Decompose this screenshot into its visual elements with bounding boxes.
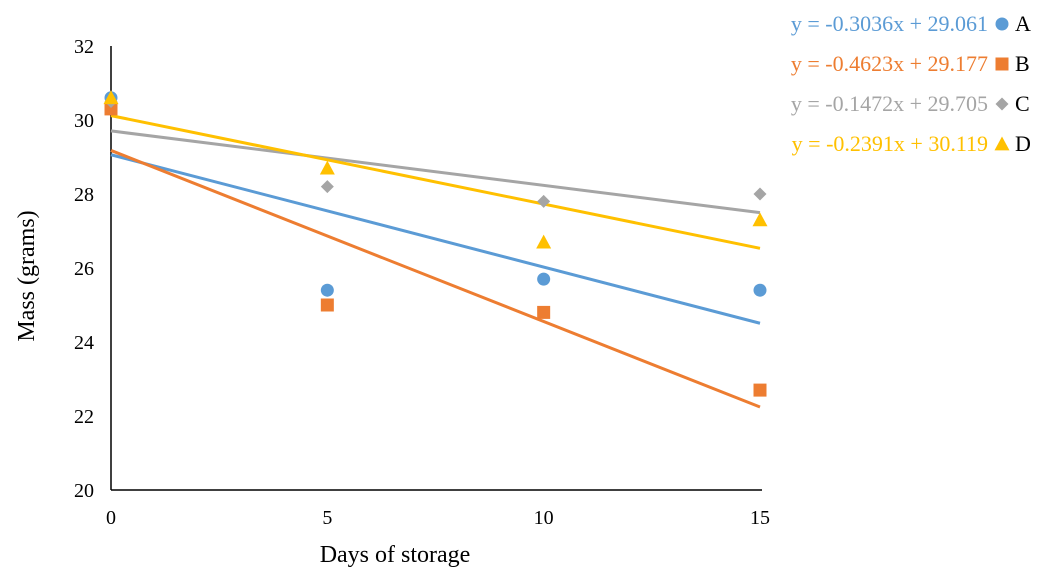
data-point-c bbox=[537, 194, 551, 208]
data-point-d bbox=[319, 160, 335, 175]
data-point-b bbox=[537, 305, 551, 319]
legend: y = -0.3036x + 29.061 Ay = -0.4623x + 29.… bbox=[791, 11, 1031, 156]
data-points bbox=[103, 90, 768, 397]
data-point-a bbox=[537, 272, 551, 286]
legend-marker-d bbox=[994, 136, 1010, 151]
axes bbox=[110, 46, 762, 491]
y-tick-label: 32 bbox=[74, 36, 94, 58]
trendline-equation-a: y = -0.3036x + 29.061 bbox=[791, 11, 988, 36]
tick-labels: 20 22 24 26 28 30 32 0 5 10 15 bbox=[74, 36, 770, 529]
trendlines bbox=[110, 114, 761, 409]
data-point-b bbox=[753, 383, 767, 397]
trendline-equation-d: y = -0.2391x + 30.119 bbox=[792, 131, 988, 156]
y-tick-label: 24 bbox=[74, 332, 94, 354]
x-tick-label: 5 bbox=[322, 507, 332, 529]
trendline-d bbox=[110, 114, 761, 250]
y-tick-label: 28 bbox=[74, 184, 94, 206]
legend-label-c: C bbox=[1015, 91, 1030, 116]
x-tick-label: 10 bbox=[534, 507, 554, 529]
legend-marker-a bbox=[995, 17, 1009, 31]
trendline-b bbox=[110, 149, 761, 409]
trendline-equation-b: y = -0.4623x + 29.177 bbox=[791, 51, 988, 76]
data-point-b bbox=[320, 298, 334, 312]
data-point-d bbox=[103, 90, 119, 105]
data-point-b bbox=[104, 102, 118, 116]
trendline-a bbox=[110, 153, 761, 325]
data-point-d bbox=[536, 234, 552, 249]
trendline-c bbox=[110, 129, 761, 215]
y-tick-label: 20 bbox=[74, 480, 94, 502]
trendline-equation-c: y = -0.1472x + 29.705 bbox=[791, 91, 988, 116]
data-point-d bbox=[752, 212, 768, 227]
y-tick-label: 26 bbox=[74, 258, 94, 280]
x-tick-label: 0 bbox=[106, 507, 116, 529]
y-axis-title: Mass (grams) bbox=[14, 210, 40, 341]
data-point-c bbox=[320, 180, 334, 194]
x-tick-label: 15 bbox=[750, 507, 770, 529]
data-point-c bbox=[753, 187, 767, 201]
data-point-a bbox=[320, 283, 334, 297]
legend-marker-b bbox=[995, 57, 1009, 71]
legend-label-b: B bbox=[1015, 51, 1030, 76]
y-tick-label: 22 bbox=[74, 406, 94, 428]
y-tick-label: 30 bbox=[74, 110, 94, 132]
legend-marker-c bbox=[995, 97, 1009, 111]
x-axis-title: Days of storage bbox=[320, 542, 471, 568]
legend-label-a: A bbox=[1015, 11, 1031, 36]
legend-label-d: D bbox=[1015, 131, 1031, 156]
data-point-a bbox=[753, 283, 767, 297]
